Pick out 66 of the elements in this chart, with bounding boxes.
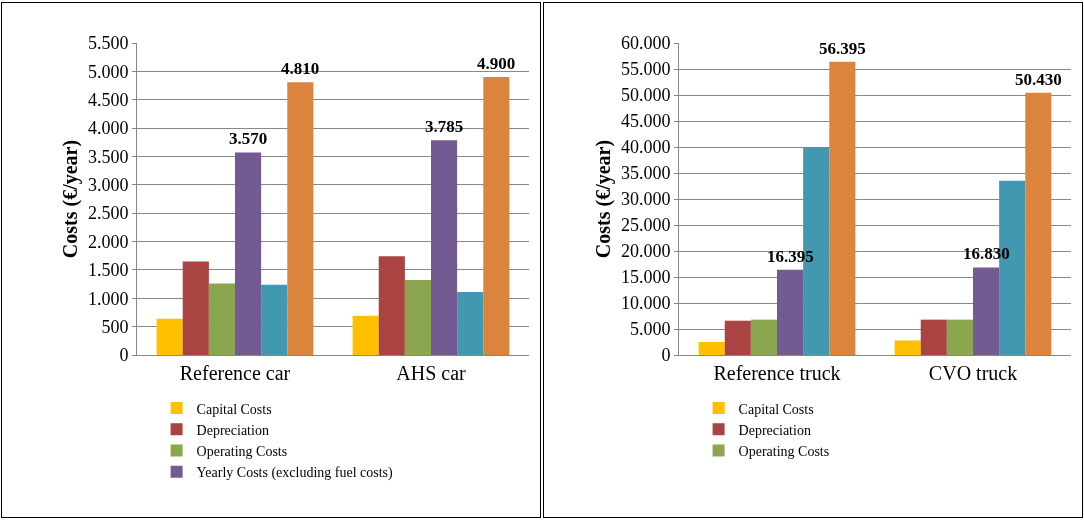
data-label: 4.900 [477, 54, 516, 73]
y-tick-label: 3.000 [87, 175, 129, 196]
legend-label: Operating Costs [196, 443, 288, 459]
bar [156, 318, 183, 355]
y-tick-label: 35.000 [620, 163, 671, 184]
y-tick-label: 10.000 [620, 293, 671, 314]
bar [287, 82, 314, 355]
data-label: 3.570 [229, 129, 268, 148]
y-tick-label: 500 [101, 316, 129, 337]
bar [352, 315, 379, 355]
y-tick-label: 4.000 [87, 118, 129, 139]
x-tick-label: AHS car [396, 362, 467, 384]
data-label: 56.395 [819, 39, 866, 58]
bar [431, 140, 458, 355]
bar [750, 319, 777, 355]
x-tick-label: Reference car [179, 362, 291, 384]
bar [182, 261, 209, 355]
bar [404, 280, 431, 355]
y-tick-label: 60.000 [620, 33, 671, 54]
bar [829, 61, 856, 355]
bar [894, 340, 921, 355]
legend-label: Capital Costs [196, 401, 272, 417]
legend-label: Operating Costs [738, 443, 830, 459]
y-tick-label: 30.000 [620, 189, 671, 210]
bar [457, 292, 484, 355]
bar [973, 267, 1000, 355]
bar [261, 284, 288, 355]
y-tick-label: 2.000 [87, 231, 129, 252]
bar [724, 320, 751, 355]
y-tick-label: 0 [661, 345, 671, 366]
bar [483, 77, 510, 355]
bar [1025, 92, 1052, 355]
bar [235, 152, 262, 355]
bar [946, 319, 973, 355]
y-tick-label: 50.000 [620, 85, 671, 106]
y-tick-label: 1.000 [87, 288, 129, 309]
y-tick-label: 45.000 [620, 111, 671, 132]
bar [920, 319, 947, 355]
legend-label: Capital Costs [738, 401, 814, 417]
y-tick-label: 15.000 [620, 267, 671, 288]
y-tick-label: 20.000 [620, 241, 671, 262]
bar [698, 342, 725, 355]
y-tick-label: 5.500 [87, 33, 129, 54]
y-tick-label: 5.000 [87, 61, 129, 82]
bar [208, 283, 235, 355]
y-axis-title: Costs (€/year) [59, 139, 83, 259]
legend-label: Yearly Costs (excluding fuel costs) [196, 465, 394, 482]
bar [378, 256, 405, 355]
y-tick-label: 4.500 [87, 90, 129, 111]
y-tick-label: 5.000 [629, 319, 671, 340]
x-tick-label: CVO truck [928, 362, 1018, 384]
y-tick-label: 1.500 [87, 260, 129, 281]
legend-label: Depreciation [196, 422, 269, 438]
y-tick-label: 3.500 [87, 146, 129, 167]
bar [777, 269, 804, 355]
x-tick-label: Reference truck [713, 362, 841, 384]
data-label: 3.785 [425, 117, 464, 136]
data-label: 50.430 [1015, 70, 1062, 89]
y-tick-label: 25.000 [620, 215, 671, 236]
legend-label: Depreciation [738, 422, 811, 438]
y-tick-label: 2.500 [87, 203, 129, 224]
y-tick-label: 40.000 [620, 137, 671, 158]
y-tick-label: 0 [119, 345, 129, 366]
y-axis-title: Costs (€/year) [592, 139, 616, 259]
data-label: 4.810 [281, 59, 320, 78]
y-tick-label: 55.000 [620, 59, 671, 80]
